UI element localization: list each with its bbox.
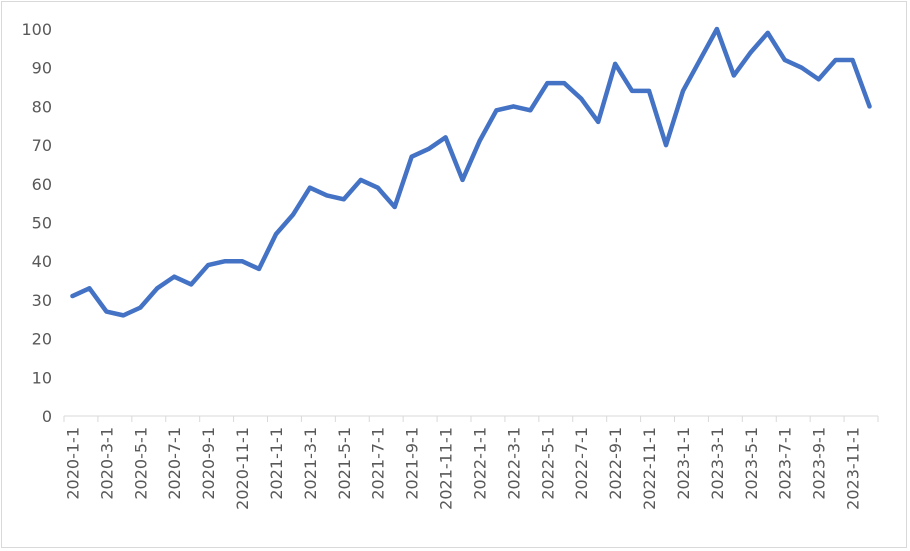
x-tick-label: 2020-11-1 <box>233 427 252 510</box>
data-point <box>630 88 635 93</box>
data-point <box>206 263 211 268</box>
data-point <box>545 81 550 86</box>
data-point <box>307 185 312 190</box>
data-point <box>121 313 126 318</box>
data-point <box>664 143 669 148</box>
x-tick-label: 2021-1-1 <box>267 427 286 500</box>
data-point <box>596 119 601 124</box>
data-point <box>765 30 770 35</box>
data-point <box>731 73 736 78</box>
data-point <box>138 305 143 310</box>
data-point <box>613 61 618 66</box>
y-tick-label: 70 <box>32 136 52 155</box>
data-point <box>189 282 194 287</box>
x-tick-label: 2020-1-1 <box>63 427 82 500</box>
x-tick-label: 2022-9-1 <box>606 427 625 500</box>
data-point <box>70 294 75 299</box>
data-point <box>714 27 719 31</box>
x-tick-label: 2021-11-1 <box>437 427 456 510</box>
data-point <box>697 57 702 62</box>
x-tick-label: 2023-11-1 <box>844 427 863 510</box>
data-point <box>579 96 584 101</box>
data-point <box>782 57 787 62</box>
x-tick-label: 2023-1-1 <box>674 427 693 500</box>
data-point <box>223 259 228 264</box>
y-tick-label: 20 <box>32 330 52 349</box>
data-point <box>87 286 92 291</box>
x-tick-label: 2020-9-1 <box>199 427 218 500</box>
x-tick-label: 2023-5-1 <box>742 427 761 500</box>
x-tick-label: 2021-9-1 <box>403 427 422 500</box>
data-point <box>867 104 872 109</box>
data-point <box>375 185 380 190</box>
data-point <box>460 177 465 182</box>
data-point <box>257 266 262 271</box>
series-line <box>70 26 872 318</box>
x-tick-label: 2022-1-1 <box>470 427 489 500</box>
data-point <box>816 77 821 82</box>
x-axis: 2020-1-1 2020-3-1 2020-5-1 2020-7-1 2020-9-1… <box>63 415 879 510</box>
y-tick-label: 80 <box>32 97 52 116</box>
y-tick-label: 30 <box>32 291 52 310</box>
y-tick-label: 50 <box>32 214 52 233</box>
data-point <box>240 259 245 264</box>
data-point <box>273 232 278 237</box>
x-tick-label: 2023-3-1 <box>708 427 727 500</box>
y-tick-label: 40 <box>32 252 52 271</box>
data-point <box>477 139 482 144</box>
x-tick-label: 2022-7-1 <box>572 427 591 500</box>
y-tick-label: 90 <box>32 59 52 78</box>
x-tick-label: 2021-3-1 <box>301 427 320 500</box>
data-point <box>562 81 567 86</box>
data-point <box>172 274 177 279</box>
data-point <box>850 57 855 62</box>
data-point <box>426 146 431 151</box>
x-tick-label: 2020-5-1 <box>131 427 150 500</box>
x-tick-label: 2022-3-1 <box>504 427 523 500</box>
data-point <box>392 205 397 210</box>
data-point <box>443 135 448 140</box>
data-point <box>104 309 109 314</box>
x-tick-label: 2020-3-1 <box>97 427 116 500</box>
y-tick-label: 100 <box>21 20 52 39</box>
x-tick-label: 2022-11-1 <box>640 427 659 510</box>
x-tick-label: 2022-5-1 <box>538 427 557 500</box>
data-point <box>290 212 295 217</box>
data-point <box>341 197 346 202</box>
x-tick-label: 2021-7-1 <box>369 427 388 500</box>
x-tick-label: 2023-7-1 <box>776 427 795 500</box>
data-point <box>528 108 533 113</box>
data-point <box>494 108 499 113</box>
data-point <box>409 154 414 159</box>
data-point <box>833 57 838 62</box>
data-point <box>155 286 160 291</box>
y-tick-label: 10 <box>32 368 52 387</box>
data-point <box>324 193 329 198</box>
data-point <box>680 88 685 93</box>
x-tick-label: 2023-9-1 <box>810 427 829 500</box>
data-point <box>647 88 652 93</box>
x-tick-label: 2021-5-1 <box>335 427 354 500</box>
y-axis-tick-labels: 0 10 20 30 40 50 60 70 80 90 100 <box>21 20 52 426</box>
series-layer <box>70 26 872 318</box>
y-tick-label: 0 <box>42 407 52 426</box>
data-point <box>511 104 516 109</box>
x-tick-label: 2020-7-1 <box>165 427 184 500</box>
data-point <box>799 65 804 70</box>
y-tick-label: 60 <box>32 175 52 194</box>
data-point <box>358 177 363 182</box>
data-point <box>748 50 753 55</box>
